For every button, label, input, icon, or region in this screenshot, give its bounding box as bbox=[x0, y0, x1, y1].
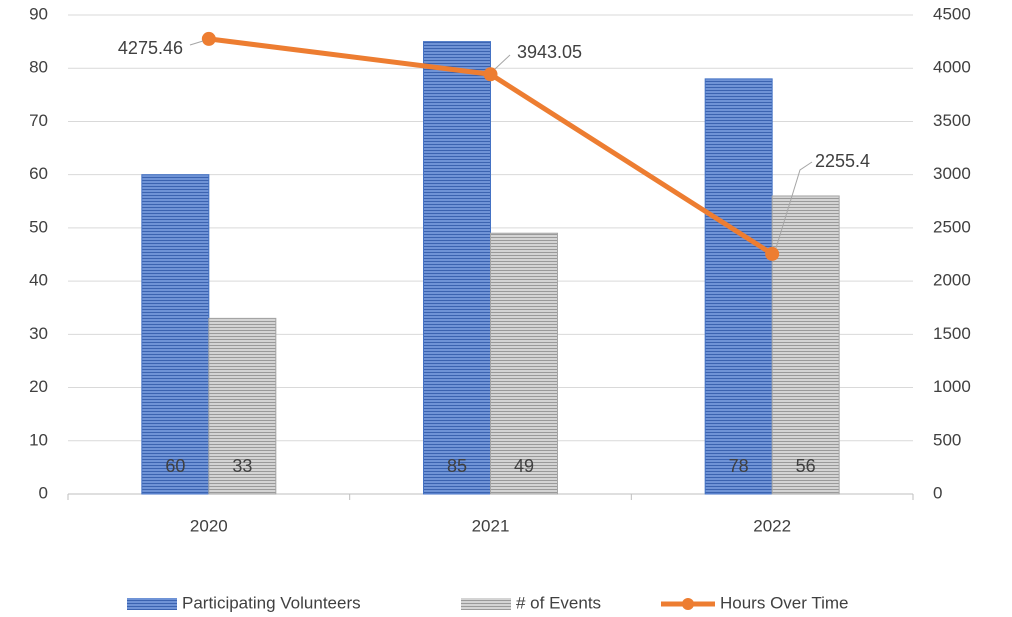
y-tick-label: 60 bbox=[29, 164, 48, 183]
y2-tick-label: 1000 bbox=[933, 377, 971, 396]
legend-swatch-dot bbox=[682, 598, 694, 610]
y2-tick-label: 2500 bbox=[933, 217, 971, 236]
y-tick-label: 10 bbox=[29, 430, 48, 449]
y2-tick-label: 3000 bbox=[933, 164, 971, 183]
y-tick-label: 90 bbox=[29, 4, 48, 23]
y-tick-label: 20 bbox=[29, 377, 48, 396]
line-label: 4275.46 bbox=[118, 38, 183, 58]
bar-label: 56 bbox=[796, 456, 816, 476]
x-tick-label: 2022 bbox=[753, 516, 791, 535]
y-tick-label: 0 bbox=[39, 483, 48, 502]
legend-label: Hours Over Time bbox=[720, 593, 848, 612]
bar-label: 78 bbox=[729, 456, 749, 476]
line-point bbox=[483, 67, 498, 82]
bar bbox=[490, 232, 558, 495]
y2-tick-label: 3500 bbox=[933, 111, 971, 130]
line-label: 3943.05 bbox=[517, 42, 582, 62]
legend-label: # of Events bbox=[516, 593, 601, 612]
leader-line bbox=[775, 161, 813, 249]
legend-label: Participating Volunteers bbox=[182, 593, 361, 612]
bar-label: 33 bbox=[232, 456, 252, 476]
bar-label: 49 bbox=[514, 456, 534, 476]
y2-tick-label: 0 bbox=[933, 483, 942, 502]
bar bbox=[423, 41, 491, 495]
y-tick-label: 80 bbox=[29, 58, 48, 77]
y2-tick-label: 4000 bbox=[933, 58, 971, 77]
line-point bbox=[765, 246, 780, 261]
y2-tick-label: 4500 bbox=[933, 4, 971, 23]
legend-swatch bbox=[127, 598, 177, 610]
y-tick-label: 30 bbox=[29, 324, 48, 343]
line-point bbox=[201, 31, 216, 46]
x-tick-label: 2021 bbox=[472, 516, 510, 535]
y-tick-label: 50 bbox=[29, 217, 48, 236]
y2-tick-label: 1500 bbox=[933, 324, 971, 343]
x-tick-label: 2020 bbox=[190, 516, 228, 535]
line-label: 2255.4 bbox=[815, 151, 870, 171]
bar bbox=[208, 317, 277, 495]
bar bbox=[771, 195, 840, 495]
leader-line bbox=[494, 54, 511, 70]
leader-line bbox=[189, 40, 204, 46]
bar-label: 60 bbox=[165, 456, 185, 476]
bar-label: 85 bbox=[447, 456, 467, 476]
y2-tick-label: 2000 bbox=[933, 271, 971, 290]
y-tick-label: 40 bbox=[29, 271, 48, 290]
y2-tick-label: 500 bbox=[933, 430, 961, 449]
legend-swatch bbox=[461, 598, 511, 610]
y-tick-label: 70 bbox=[29, 111, 48, 130]
bar bbox=[141, 174, 210, 495]
bar bbox=[704, 78, 773, 495]
